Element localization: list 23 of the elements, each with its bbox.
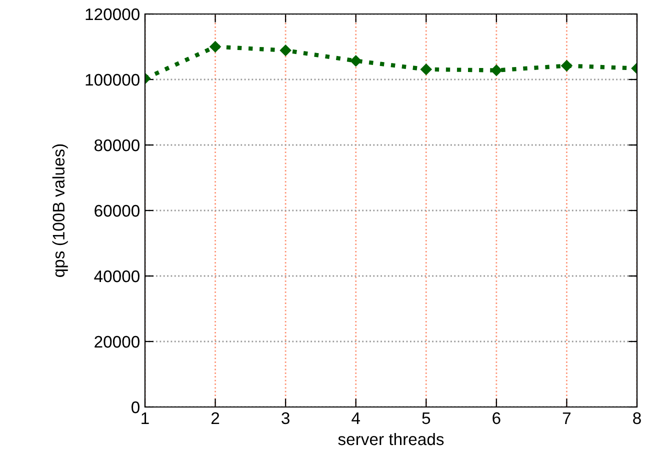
x-axis-title: server threads	[338, 432, 444, 446]
point	[350, 55, 362, 66]
y-tick-label: 20000	[94, 336, 140, 348]
point	[490, 64, 502, 76]
point	[561, 60, 572, 72]
y-tick-label: 120000	[86, 8, 140, 20]
y-tick-label: 60000	[94, 204, 140, 217]
x-tick-label: 2	[211, 412, 220, 424]
x-tick-label: 5	[422, 412, 430, 424]
point	[210, 41, 221, 52]
x-tick-label: 1	[142, 412, 149, 424]
point	[420, 64, 432, 75]
x-tick-label: 4	[352, 412, 360, 424]
x-tick-label: 8	[633, 412, 641, 424]
point	[280, 44, 292, 56]
y-tick-label: 80000	[94, 139, 140, 152]
y-tick-label: 100000	[86, 74, 140, 86]
y-axis-title: qps (100B values)	[52, 144, 68, 277]
x-tick-label: 3	[282, 412, 290, 424]
x-tick-label: 6	[492, 412, 500, 424]
y-tick-label: 40000	[94, 270, 140, 282]
y-tick-label: 0	[132, 401, 140, 414]
x-tick-label: 7	[562, 412, 571, 424]
